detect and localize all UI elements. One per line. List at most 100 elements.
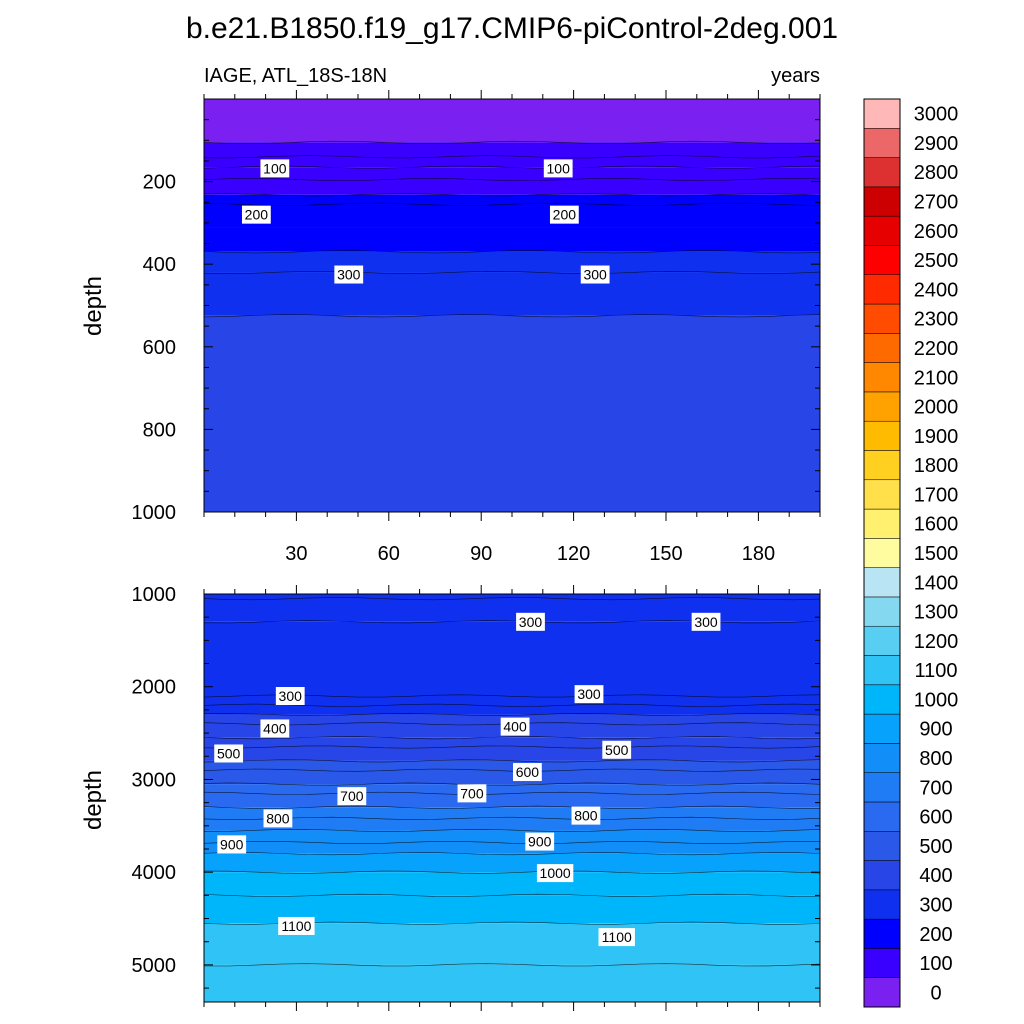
contour-label: 500 bbox=[214, 744, 244, 763]
contour-line bbox=[204, 841, 820, 845]
svg-text:500: 500 bbox=[217, 745, 241, 761]
y-tick-label: 4000 bbox=[132, 862, 177, 884]
svg-text:300: 300 bbox=[519, 614, 543, 630]
svg-text:400: 400 bbox=[263, 720, 287, 736]
colorbar-label: 1600 bbox=[914, 514, 959, 536]
colorbar-swatch bbox=[863, 918, 901, 949]
contour-band bbox=[204, 272, 820, 316]
colorbar-label: 3000 bbox=[914, 104, 959, 126]
x-tick-label: 150 bbox=[649, 543, 682, 565]
contour-band bbox=[204, 696, 820, 715]
colorbar-swatch bbox=[863, 948, 901, 978]
contour-line bbox=[204, 870, 820, 874]
upper-panel: 100 100 200 200 300 300 200 400 600 800 1000 30 60 90… bbox=[132, 90, 821, 565]
contour-label: 300 bbox=[580, 265, 610, 284]
colorbar-swatch bbox=[863, 977, 901, 1008]
contour-line bbox=[204, 791, 820, 795]
contour-label: 800 bbox=[571, 806, 601, 825]
colorbar-label: 600 bbox=[919, 807, 952, 829]
contour-line bbox=[204, 852, 820, 856]
y-tick-label: 400 bbox=[143, 254, 176, 276]
contour-band bbox=[204, 853, 820, 873]
y-tick-label: 2000 bbox=[132, 677, 177, 699]
x-tick-label: 120 bbox=[557, 543, 590, 565]
x-tick-label: 60 bbox=[378, 543, 400, 565]
colorbar-label: 2900 bbox=[914, 133, 959, 155]
y-tick-label: 600 bbox=[143, 337, 176, 359]
contour-label: 800 bbox=[263, 809, 293, 828]
contour-label: 400 bbox=[500, 717, 530, 736]
contour-label: 400 bbox=[260, 719, 290, 738]
svg-text:300: 300 bbox=[279, 688, 303, 704]
svg-text:800: 800 bbox=[266, 810, 290, 826]
x-tick-label: 30 bbox=[285, 543, 307, 565]
colorbar-swatch bbox=[863, 713, 901, 744]
contour-band bbox=[204, 807, 820, 831]
contour-line bbox=[204, 805, 820, 809]
colorbar-swatch bbox=[863, 420, 901, 451]
colorbar-label: 2300 bbox=[914, 309, 959, 331]
contour-label: 600 bbox=[513, 763, 542, 782]
contour-label: 200 bbox=[549, 205, 579, 224]
svg-text:300: 300 bbox=[694, 614, 718, 630]
colorbar-label: 1400 bbox=[914, 572, 959, 594]
colorbar-label: 2700 bbox=[914, 192, 959, 214]
colorbar-label: 2600 bbox=[914, 221, 959, 243]
colorbar-label: 1100 bbox=[914, 660, 957, 682]
contour-label: 1100 bbox=[278, 916, 315, 935]
colorbar-label: 500 bbox=[919, 836, 952, 858]
colorbar-label: 300 bbox=[919, 894, 952, 916]
y-tick-label: 800 bbox=[143, 419, 176, 441]
colorbar-label: 2400 bbox=[914, 279, 959, 301]
colorbar-swatch bbox=[863, 801, 901, 832]
colorbar-label: 1900 bbox=[914, 426, 959, 448]
colorbar-swatch bbox=[863, 450, 901, 481]
colorbar-label: 2100 bbox=[914, 367, 959, 389]
colorbar-swatch bbox=[863, 508, 901, 539]
contour-line bbox=[204, 713, 820, 717]
svg-text:800: 800 bbox=[574, 808, 598, 824]
colorbar-swatch bbox=[863, 655, 901, 686]
colorbar-swatch bbox=[863, 860, 901, 891]
svg-text:300: 300 bbox=[577, 686, 601, 702]
contour-band bbox=[204, 142, 820, 168]
contour-band bbox=[204, 964, 820, 1002]
svg-text:1000: 1000 bbox=[540, 865, 571, 881]
contour-line bbox=[204, 745, 820, 749]
colorbar-swatch bbox=[863, 98, 901, 129]
svg-text:300: 300 bbox=[337, 267, 361, 283]
contour-label: 900 bbox=[525, 832, 555, 851]
contour-line bbox=[204, 140, 820, 144]
contour-label: 300 bbox=[574, 685, 604, 704]
contour-label: 700 bbox=[457, 784, 487, 803]
contour-band bbox=[204, 872, 820, 896]
colorbar-swatch bbox=[863, 245, 901, 275]
contour-band bbox=[204, 99, 820, 143]
svg-text:600: 600 bbox=[516, 764, 540, 780]
colorbar-label: 1500 bbox=[914, 543, 959, 565]
contour-label: 100 bbox=[260, 159, 290, 178]
contour-line bbox=[204, 703, 820, 707]
colorbar-swatch bbox=[863, 831, 901, 861]
colorbar-swatch bbox=[863, 538, 901, 568]
svg-text:1100: 1100 bbox=[281, 918, 311, 934]
contour-band bbox=[204, 737, 820, 761]
svg-text:200: 200 bbox=[245, 207, 269, 223]
contour-line bbox=[204, 768, 820, 772]
y-axis-label-upper: depth bbox=[80, 276, 107, 336]
contour-line bbox=[204, 759, 820, 763]
y-tick-label: 1000 bbox=[132, 502, 177, 524]
contour-band bbox=[204, 315, 820, 512]
colorbar-label: 900 bbox=[919, 719, 952, 741]
units-label: years bbox=[771, 65, 820, 87]
contour-line bbox=[204, 963, 820, 967]
colorbar-label: 2800 bbox=[914, 162, 959, 184]
contour-line bbox=[204, 893, 820, 897]
colorbar-label: 1300 bbox=[914, 602, 959, 624]
svg-text:900: 900 bbox=[220, 836, 244, 852]
contour-line bbox=[204, 155, 820, 159]
colorbar-label: 1000 bbox=[914, 689, 959, 711]
contour-label: 300 bbox=[275, 687, 305, 705]
contour-line bbox=[204, 694, 820, 698]
